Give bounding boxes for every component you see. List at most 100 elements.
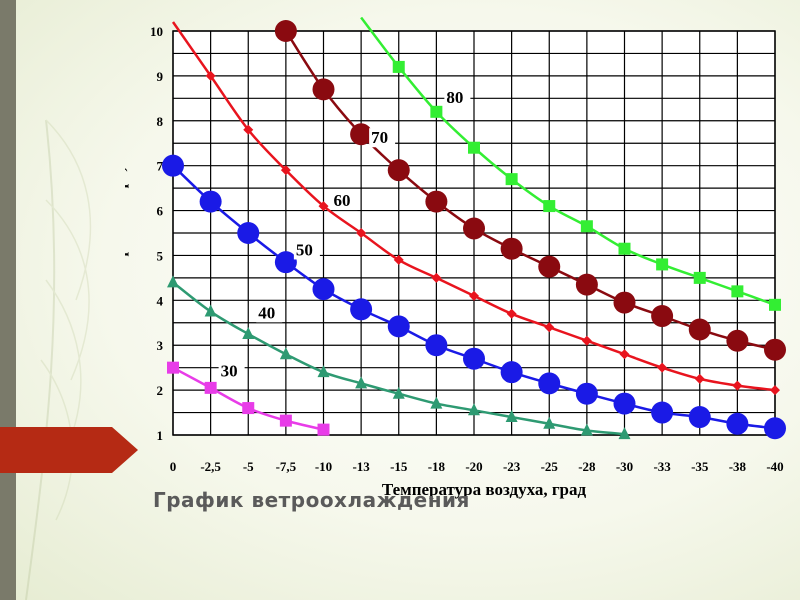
x-tick-label: -13 [352,459,370,474]
series-label-bg [256,303,283,323]
y-tick-label: 7 [157,159,164,174]
x-tick-label: -30 [616,459,633,474]
x-tick-label: -15 [390,459,408,474]
data-point-50 [162,154,184,177]
y-axis-label: Скорость ветра, м/с [125,141,129,285]
x-tick-label: -20 [465,459,482,474]
data-point-50 [387,315,410,338]
data-point-70 [764,338,786,361]
y-tick-label: 3 [157,338,164,353]
series-label: 50 [296,240,313,259]
y-tick-label: 2 [157,383,164,398]
data-point-70 [350,123,373,146]
data-point-60 [770,385,780,396]
data-point-70 [425,190,448,213]
data-point-60 [243,124,254,135]
x-tick-label: -10 [315,459,332,474]
data-point-70 [538,255,561,278]
data-point-40 [618,427,631,440]
x-tick-label: -2,5 [200,459,221,474]
data-point-80 [392,60,405,73]
data-point-60 [431,272,442,283]
y-tick-label: 6 [157,204,164,219]
x-tick-label: -33 [653,459,671,474]
data-point-70 [387,159,410,182]
data-point-50 [350,298,373,321]
data-point-50 [575,382,598,405]
data-point-40 [355,376,368,389]
data-point-60 [694,373,705,384]
data-point-50 [463,347,485,370]
data-point-50 [500,361,523,384]
data-point-70 [312,78,335,101]
data-point-30 [279,414,292,427]
data-point-40 [242,327,255,339]
data-point-70 [651,305,674,328]
y-tick-label: 4 [157,293,164,308]
data-point-80 [543,200,556,213]
data-point-40 [279,347,292,360]
series-label-bg [218,361,245,381]
slide-title: График ветроохлаждения [153,488,470,512]
data-point-40 [204,304,217,317]
plot-border [172,30,776,436]
data-point-80 [731,285,744,298]
data-point-70 [613,291,636,314]
x-tick-label: -5 [243,459,254,474]
series-label: 70 [371,128,388,147]
series-label-bg [369,128,396,148]
data-point-70 [575,273,598,296]
red-arrow-decoration [0,427,138,473]
data-point-50 [764,417,786,440]
data-point-50 [613,392,636,415]
data-point-50 [274,251,297,274]
x-tick-label: -38 [729,459,747,474]
data-point-60 [619,349,630,360]
left-decor-band [0,0,16,600]
data-point-50 [651,401,674,424]
x-tick-label: -40 [766,459,783,474]
data-point-50 [237,222,260,244]
leaf-decoration [25,119,92,600]
series-label: 40 [258,303,275,322]
y-tick-label: 5 [157,248,164,263]
x-tick-label: -23 [503,459,521,474]
x-tick-label: -7,5 [276,459,297,474]
y-tick-label: 8 [157,114,164,129]
chart: 1 2 3 4 5 6 7 8 9 10 0 -2,5 -5 -7,5 -10 -13 -15 -18 -20 -23… [112,15,790,500]
data-point-40 [430,396,443,409]
series-label-bg [331,191,358,211]
chart-svg: 1 2 3 4 5 6 7 8 9 10 0 -2,5 -5 -7,5 -10 -13 -15 -18 -20 -23… [112,17,786,499]
series-label: 30 [221,362,238,381]
data-point-40 [167,275,179,288]
data-point-60 [393,254,404,265]
y-tick-label: 10 [150,24,163,39]
data-point-60 [506,308,517,319]
series-label: 80 [446,88,463,107]
data-point-80 [468,141,480,154]
data-point-70 [726,329,749,352]
data-point-50 [538,372,561,395]
data-point-40 [580,423,593,436]
data-point-30 [317,423,330,436]
x-tick-label: -18 [428,459,446,474]
data-point-70 [274,20,297,42]
data-point-60 [732,380,743,391]
data-point-70 [500,237,523,260]
data-point-60 [581,335,592,346]
data-point-40 [317,365,330,378]
data-point-80 [769,298,781,311]
data-point-70 [463,217,485,240]
data-point-60 [205,70,216,81]
y-tick-label: 9 [157,69,164,84]
data-point-80 [693,271,706,284]
data-point-50 [688,406,711,429]
data-point-30 [242,402,255,415]
data-point-60 [657,362,668,373]
data-point-80 [580,220,593,233]
data-point-30 [204,381,217,394]
data-point-80 [656,258,669,271]
data-point-60 [318,201,329,212]
data-point-80 [505,173,518,186]
x-axis-label: Температура воздуха, град [382,480,587,499]
